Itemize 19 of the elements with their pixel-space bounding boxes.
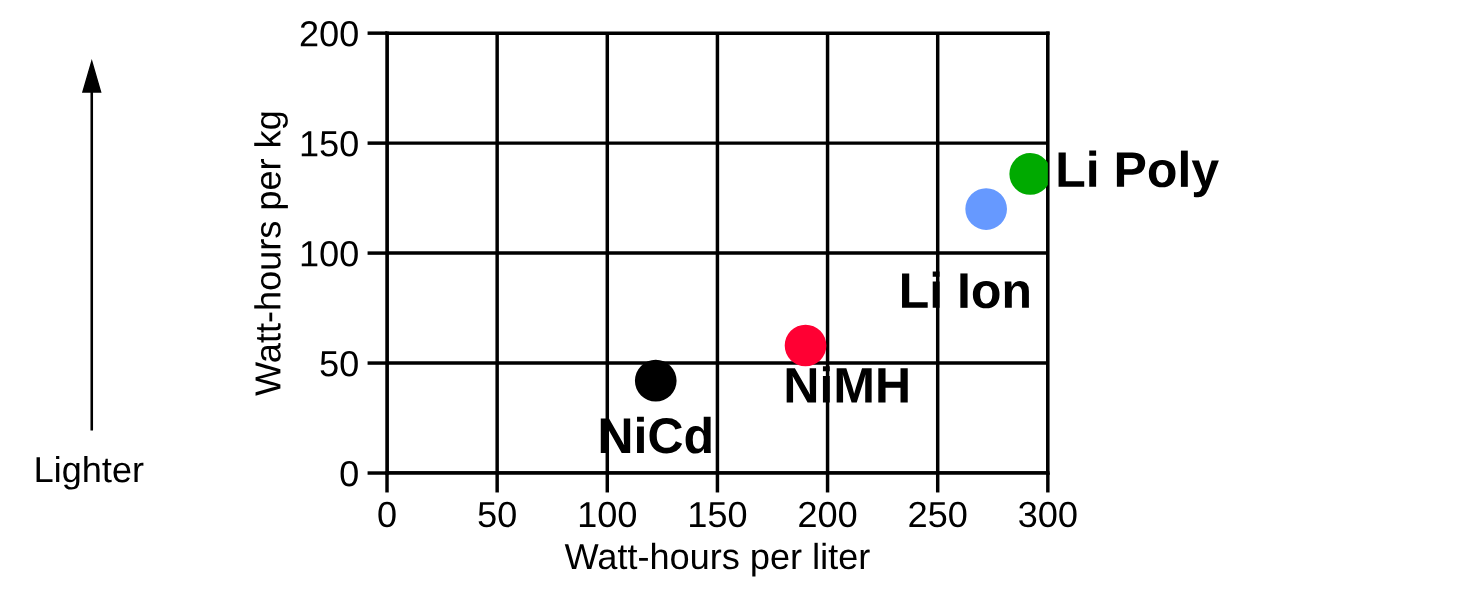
x-tick-label: 0	[378, 501, 396, 528]
y-tick-label: 150	[301, 130, 358, 157]
x-tick-label: 200	[799, 501, 857, 528]
x-tick-label: 150	[690, 501, 747, 528]
x-tick-label: 250	[909, 501, 967, 528]
point	[965, 188, 1007, 230]
x-tick-label: 50	[478, 501, 516, 528]
series-label: Li Poly	[1058, 150, 1219, 198]
point	[634, 359, 677, 402]
x-axis-title: Watt-hours per liter	[564, 542, 870, 577]
point	[784, 324, 827, 367]
y-tick-label: 50	[320, 350, 358, 377]
x-tick-label: 100	[579, 501, 637, 528]
y-tick-label: 100	[301, 240, 358, 267]
x-tick-label: 300	[1019, 501, 1077, 528]
text: Lighter	[36, 455, 144, 490]
y-axis-title: Watt-hours per kg	[254, 112, 288, 396]
y-tick-label: 200	[300, 21, 358, 47]
y-tick-label: 0	[340, 460, 358, 487]
